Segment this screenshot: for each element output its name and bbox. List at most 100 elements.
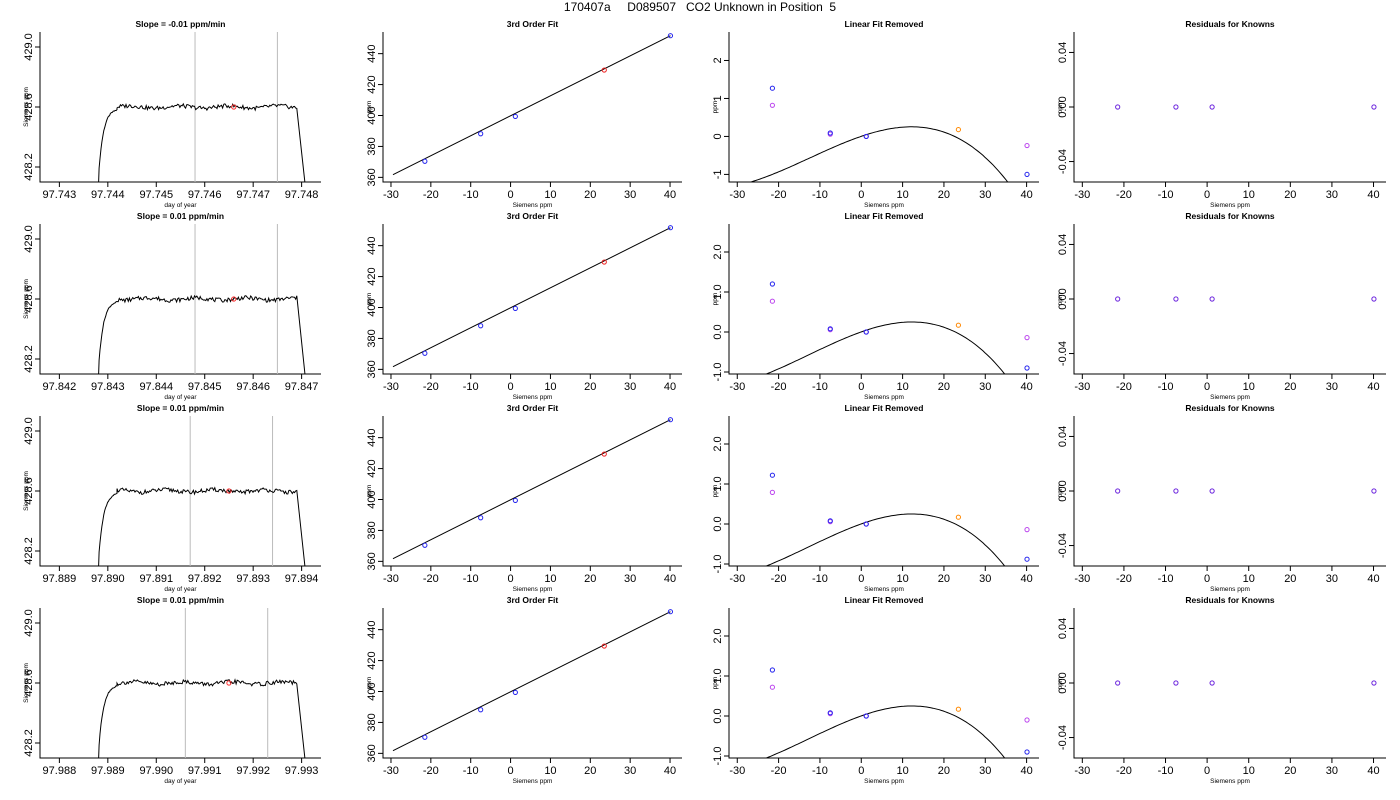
known-standard-point xyxy=(769,281,776,287)
x-tick-label: -30 xyxy=(383,189,399,201)
x-tick-label: -30 xyxy=(383,381,399,393)
panel-fit-row2: 3rd Order Fit -30 -20 -10 0 10 20 30 40 360 380 400… xyxy=(366,211,682,401)
x-tick-label: 0 xyxy=(508,189,514,201)
x-tick-label: 40 xyxy=(1367,189,1379,201)
x-tick-label: -20 xyxy=(771,765,787,777)
panel-fit-row1: 3rd Order Fit -30 -20 -10 0 10 20 30 40 360 380 400… xyxy=(366,19,682,209)
panel-title: 3rd Order Fit xyxy=(507,19,559,29)
x-tick-label: 10 xyxy=(544,765,556,777)
panel-timeseries-row2: Slope = 0.01 ppm/min 97.842 97.843 97.844 97… xyxy=(23,211,321,401)
panel-title: 3rd Order Fit xyxy=(507,595,559,605)
x-tick-label: 97.844 xyxy=(139,381,173,393)
x-axis-label: Siemens ppm xyxy=(1210,394,1250,401)
panel-timeseries-row1: Slope = -0.01 ppm/min 97.743 97.744 97.745 9… xyxy=(23,19,321,209)
x-axis-label: Siemens ppm xyxy=(513,202,553,209)
mean-marker-point xyxy=(226,488,232,494)
x-tick-label: 0 xyxy=(1204,189,1210,201)
y-tick-label: -0.04 xyxy=(1057,533,1069,558)
y-tick-label: 400 xyxy=(366,682,378,700)
x-tick-label: 40 xyxy=(664,381,676,393)
x-tick-label: -10 xyxy=(1158,189,1174,201)
panel-title: Slope = 0.01 ppm/min xyxy=(137,595,224,605)
x-tick-label: -20 xyxy=(1116,381,1132,393)
known-standard-point xyxy=(863,329,869,335)
y-tick-label: 0.04 xyxy=(1057,42,1069,63)
y-tick-label: -1.0 xyxy=(712,747,724,766)
x-tick-label: 97.988 xyxy=(43,765,77,777)
x-tick-label: 0 xyxy=(508,765,514,777)
x-tick-label: 97.892 xyxy=(188,573,222,585)
x-tick-label: 0 xyxy=(858,573,864,585)
axis-lines xyxy=(39,224,321,375)
known-standard-point xyxy=(827,326,833,332)
y-tick-label: 0.04 xyxy=(1057,234,1069,255)
residual-point xyxy=(1209,680,1215,686)
fit-line xyxy=(392,227,671,368)
known-standard-point xyxy=(478,323,484,329)
y-tick-label: 2.0 xyxy=(712,436,724,451)
x-tick-label: 20 xyxy=(584,765,596,777)
axis-lines xyxy=(1073,416,1386,567)
x-tick-label: -30 xyxy=(729,765,745,777)
x-tick-label: 40 xyxy=(1020,573,1032,585)
x-tick-label: 0 xyxy=(1204,573,1210,585)
x-tick-label: 0 xyxy=(858,189,864,201)
y-axis-label: ppm xyxy=(1057,485,1064,498)
known-standard-point xyxy=(667,417,674,423)
x-tick-label: 97.748 xyxy=(285,189,319,201)
x-tick-label: 30 xyxy=(979,381,991,393)
known-standard-point xyxy=(667,609,674,615)
x-axis-label: Siemens ppm xyxy=(1210,586,1250,593)
y-axis-label: ppm xyxy=(366,677,373,690)
known-standard-point xyxy=(863,521,869,527)
known-standard-point xyxy=(769,85,776,91)
panel-title: Residuals for Knowns xyxy=(1185,19,1275,29)
x-axis-label: day of year xyxy=(164,778,197,785)
x-tick-label: 97.890 xyxy=(91,573,125,585)
panel-linear_removed-row3: Linear Fit Removed -30 -20 -10 0 10 20 30 40 -1.0… xyxy=(712,403,1039,593)
known-standard-point xyxy=(827,710,833,716)
known-standard-point xyxy=(827,518,833,524)
x-tick-label: 0 xyxy=(1204,765,1210,777)
x-tick-label: 0 xyxy=(508,381,514,393)
panel-title: Linear Fit Removed xyxy=(845,19,924,29)
page-title: 170407a D089507 CO2 Unknown in Position … xyxy=(563,0,837,14)
x-tick-label: 97.893 xyxy=(236,573,270,585)
known-standard-point xyxy=(512,497,518,504)
x-tick-label: 97.846 xyxy=(236,381,270,393)
y-tick-label: 428.2 xyxy=(23,729,35,757)
y-tick-label: 0.0 xyxy=(712,708,724,723)
y-tick-label: 440 xyxy=(366,44,378,62)
residual-point xyxy=(1173,296,1179,302)
x-tick-label: 20 xyxy=(938,189,950,201)
y-tick-label: 429.0 xyxy=(23,417,35,445)
y-tick-label: 429.0 xyxy=(23,609,35,637)
residual-point xyxy=(1371,104,1377,110)
linear-residual-point xyxy=(1024,717,1030,723)
y-tick-label: 0.00 xyxy=(1057,672,1069,693)
x-tick-label: 97.991 xyxy=(188,765,222,777)
known-standard-point xyxy=(478,515,484,521)
x-axis-label: day of year xyxy=(164,586,197,593)
axis-lines xyxy=(382,224,682,375)
x-tick-label: 30 xyxy=(624,381,636,393)
panel-linear_removed-row4: Linear Fit Removed -30 -20 -10 0 10 20 30 40 -1.0… xyxy=(712,595,1039,785)
x-axis-label: Siemens ppm xyxy=(864,586,904,593)
y-tick-label: 428.6 xyxy=(23,669,35,697)
y-tick-label: 0.04 xyxy=(1057,618,1069,639)
x-tick-label: -30 xyxy=(729,189,745,201)
y-tick-label: 2 xyxy=(712,57,724,63)
known-standard-point xyxy=(478,707,484,713)
cubic-residual-curve xyxy=(764,705,1006,758)
y-tick-label: -0.04 xyxy=(1057,341,1069,366)
y-tick-label: 429.0 xyxy=(23,225,35,253)
x-tick-label: 10 xyxy=(1243,381,1255,393)
known-standard-point xyxy=(512,113,518,120)
x-tick-label: -10 xyxy=(812,765,828,777)
axis-lines xyxy=(382,608,682,759)
y-axis-label: ppm xyxy=(366,293,373,306)
panel-title: Slope = 0.01 ppm/min xyxy=(137,403,224,413)
x-tick-label: 30 xyxy=(1326,573,1338,585)
y-tick-label: 360 xyxy=(366,168,378,186)
